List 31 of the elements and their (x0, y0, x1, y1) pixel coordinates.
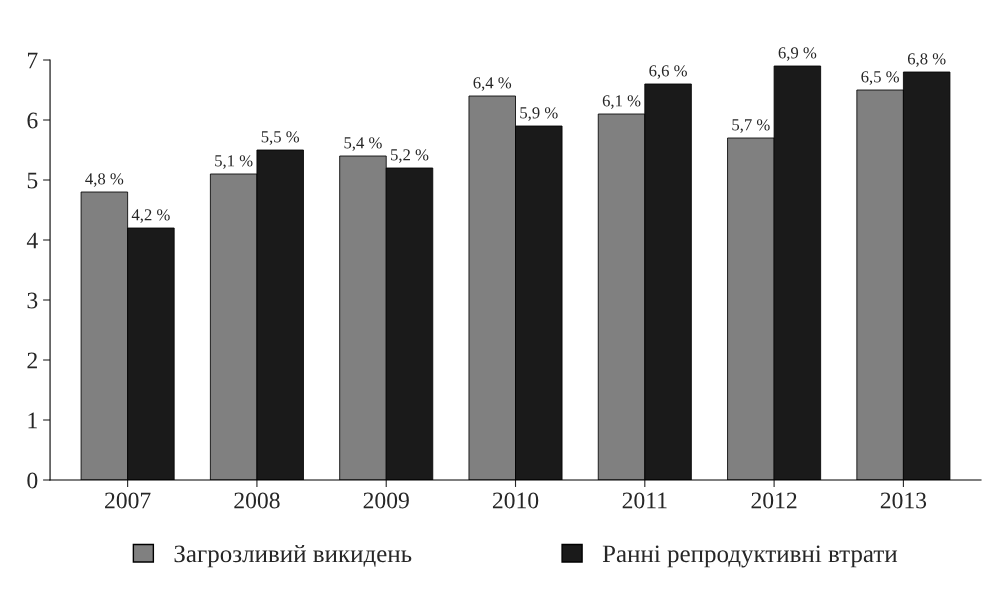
data-label: 6,8 % (907, 53, 946, 67)
y-tick-label: 7 (28, 52, 38, 69)
data-label: 5,5 % (261, 131, 300, 145)
y-tick-label: 1 (28, 412, 37, 429)
x-tick-label: 2013 (880, 492, 927, 509)
data-label: 5,7 % (732, 119, 770, 133)
data-label: 6,1 % (602, 95, 641, 109)
x-tick-label: 2008 (234, 492, 280, 509)
x-tick-label: 2010 (492, 492, 539, 509)
data-label: 6,4 % (473, 77, 512, 91)
data-label: 6,9 % (778, 47, 817, 61)
data-label: 6,5 % (861, 71, 899, 85)
data-label: 6,6 % (649, 65, 687, 79)
data-label: 5,2 % (391, 149, 429, 163)
y-tick-label: 0 (27, 472, 38, 489)
x-tick-label: 2009 (363, 492, 409, 509)
x-tick-label: 2012 (751, 492, 797, 509)
data-label: 5,1 % (215, 155, 253, 169)
y-tick-label: 2 (27, 352, 37, 369)
data-label: 4,2 % (131, 209, 170, 223)
data-label: 4,8 % (85, 173, 124, 187)
x-tick-label: 2007 (105, 492, 151, 509)
data-label: 5,9 % (520, 107, 558, 121)
y-tick-label: 5 (27, 172, 38, 189)
y-tick-label: 3 (27, 292, 38, 309)
data-label: 5,4 % (344, 137, 382, 151)
y-tick-label: 4 (26, 232, 38, 249)
legend-label: Загрозливий викидень (174, 544, 412, 568)
x-tick-label: 2011 (622, 492, 667, 509)
y-tick-label: 6 (27, 112, 38, 129)
legend-label: Ранні репродуктивні втрати (602, 545, 898, 568)
